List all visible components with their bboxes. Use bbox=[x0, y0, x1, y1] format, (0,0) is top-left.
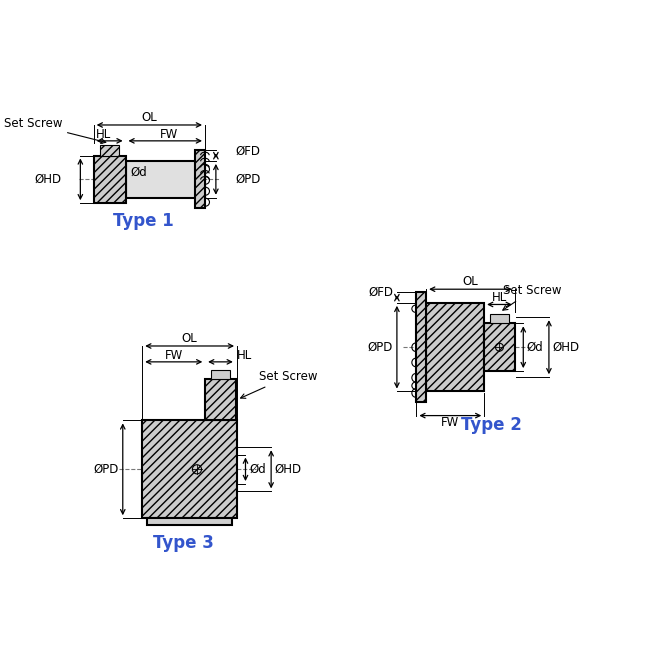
Text: HL: HL bbox=[492, 291, 507, 304]
Polygon shape bbox=[195, 150, 205, 208]
Polygon shape bbox=[205, 379, 236, 421]
Text: ØFD: ØFD bbox=[235, 144, 261, 157]
Text: OL: OL bbox=[462, 275, 478, 288]
Text: Type 3: Type 3 bbox=[153, 533, 214, 551]
Text: Ød: Ød bbox=[527, 341, 543, 354]
Text: Set Screw: Set Screw bbox=[3, 117, 106, 143]
Polygon shape bbox=[417, 292, 426, 402]
Text: ØHD: ØHD bbox=[553, 341, 580, 354]
Polygon shape bbox=[94, 155, 125, 203]
Text: ØPD: ØPD bbox=[94, 463, 119, 476]
Text: ØFD: ØFD bbox=[369, 286, 393, 299]
Text: FW: FW bbox=[165, 348, 183, 362]
Text: ØHD: ØHD bbox=[35, 173, 62, 186]
Text: ØPD: ØPD bbox=[235, 173, 261, 186]
Text: HL: HL bbox=[96, 128, 111, 141]
Text: Ød: Ød bbox=[131, 165, 147, 178]
Polygon shape bbox=[490, 314, 509, 324]
Polygon shape bbox=[142, 421, 237, 518]
Text: Set Screw: Set Screw bbox=[502, 284, 561, 310]
Text: Type 2: Type 2 bbox=[462, 416, 523, 434]
Text: ØHD: ØHD bbox=[275, 463, 302, 476]
Text: FW: FW bbox=[442, 417, 460, 429]
Text: FW: FW bbox=[160, 128, 178, 141]
Text: OL: OL bbox=[141, 111, 157, 123]
Polygon shape bbox=[125, 161, 205, 198]
Text: Type 1: Type 1 bbox=[113, 212, 174, 230]
Text: OL: OL bbox=[182, 332, 198, 344]
Text: ØPD: ØPD bbox=[368, 341, 393, 354]
Polygon shape bbox=[426, 303, 484, 391]
Polygon shape bbox=[100, 145, 119, 155]
Polygon shape bbox=[147, 518, 232, 525]
Text: Set Screw: Set Screw bbox=[241, 371, 318, 398]
Polygon shape bbox=[211, 371, 230, 379]
Text: Ød: Ød bbox=[249, 463, 266, 476]
Polygon shape bbox=[484, 324, 515, 371]
Text: HL: HL bbox=[237, 348, 252, 362]
